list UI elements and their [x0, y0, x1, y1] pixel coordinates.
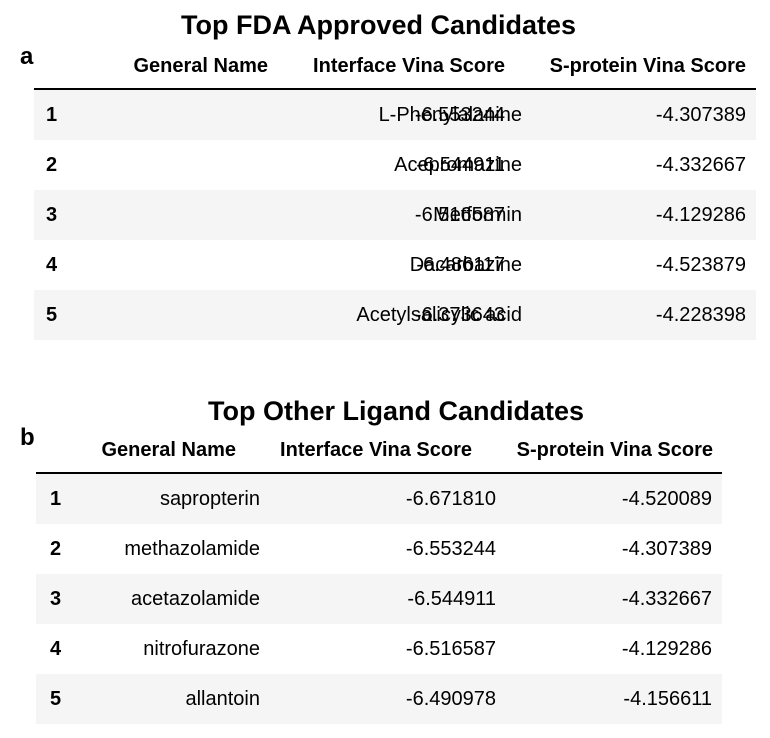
row-index: 4	[50, 638, 62, 660]
row-index: 5	[46, 304, 58, 326]
sprotein-vina-score-cell: -4.332667	[621, 588, 712, 610]
panel-a-letter: a	[20, 43, 34, 70]
table-a-header-sprotein: S-protein Vina Score	[549, 55, 746, 77]
table-row: 1 sapropterin -6.671810 -4.520089	[36, 474, 722, 524]
interface-vina-score-cell: -6.553244	[414, 104, 505, 126]
interface-vina-score-cell: -6.544911	[416, 154, 505, 176]
sprotein-vina-score-cell: -4.307389	[621, 538, 712, 560]
panel-b-title: Top Other Ligand Candidates	[207, 396, 584, 426]
table-row: 2 methazolamide -6.553244 -4.307389	[36, 524, 722, 574]
table-a-header-rule	[34, 88, 756, 90]
interface-vina-score-cell: -6.486117	[416, 254, 505, 276]
table-row: 5 allantoin -6.490978 -4.156611	[36, 674, 722, 724]
row-index: 1	[46, 104, 58, 126]
sprotein-vina-score-cell: -4.156611	[623, 688, 712, 710]
table-b-header-interface: Interface Vina Score	[280, 439, 472, 461]
interface-vina-score-cell: -6.553244	[405, 538, 496, 560]
table-row: 5 Acetylsalicylic acid -6.373643 -4.228398	[34, 290, 756, 340]
general-name-cell: allantoin	[185, 688, 260, 710]
table-b-header-rule	[36, 472, 722, 474]
general-name-cell: sapropterin	[159, 488, 260, 510]
panel-a-title: Top FDA Approved Candidates	[180, 10, 576, 40]
table-a-header-name: General Name	[133, 55, 268, 77]
interface-vina-score-cell: -6.373643	[414, 304, 505, 326]
row-index: 1	[50, 488, 62, 510]
sprotein-vina-score-cell: -4.307389	[655, 104, 746, 126]
general-name-cell: Acepromazine	[394, 154, 522, 176]
table-a: General Name Interface Vina Score S-prot…	[0, 0, 770, 350]
interface-vina-score-cell: -6.516587	[414, 204, 505, 226]
row-index: 3	[50, 588, 62, 610]
table-b-header-name: General Name	[101, 439, 236, 461]
table-row: 3 acetazolamide -6.544911 -4.332667	[36, 574, 722, 624]
sprotein-vina-score-cell: -4.129286	[621, 638, 712, 660]
row-index: 2	[46, 154, 58, 176]
table-row: 4 Dacarbazine -6.486117 -4.523879	[34, 240, 756, 290]
sprotein-vina-score-cell: -4.332667	[655, 154, 746, 176]
general-name-cell: Acetylsalicylic acid	[356, 304, 522, 326]
row-index: 3	[46, 204, 58, 226]
general-name-cell: Dacarbazine	[409, 254, 522, 276]
general-name-cell: Metformin	[433, 204, 522, 226]
table-a-header-interface: Interface Vina Score	[313, 55, 505, 77]
table-row: 2 Acepromazine -6.544911 -4.332667	[34, 140, 756, 190]
sprotein-vina-score-cell: -4.523879	[655, 254, 746, 276]
table-b-header-sprotein: S-protein Vina Score	[516, 439, 713, 461]
row-index: 2	[50, 538, 62, 560]
general-name-cell: acetazolamide	[131, 588, 260, 610]
panel-b-letter: b	[20, 424, 35, 451]
general-name-cell: methazolamide	[124, 538, 260, 560]
table-row: 1 L-Phenylalanine -6.553244 -4.307389	[34, 90, 756, 140]
sprotein-vina-score-cell: -4.520089	[621, 488, 712, 510]
table-row: 4 nitrofurazone -6.516587 -4.129286	[36, 624, 722, 674]
general-name-cell: L-Phenylalanine	[378, 104, 522, 126]
row-index: 4	[46, 254, 58, 276]
row-index: 5	[50, 688, 62, 710]
sprotein-vina-score-cell: -4.228398	[655, 304, 746, 326]
general-name-cell: nitrofurazone	[143, 638, 260, 660]
interface-vina-score-cell: -6.671810	[405, 488, 496, 510]
interface-vina-score-cell: -6.544911	[407, 588, 496, 610]
interface-vina-score-cell: -6.490978	[405, 688, 496, 710]
table-row: 3 Metformin -6.516587 -4.129286	[34, 190, 756, 240]
sprotein-vina-score-cell: -4.129286	[655, 204, 746, 226]
interface-vina-score-cell: -6.516587	[405, 638, 496, 660]
